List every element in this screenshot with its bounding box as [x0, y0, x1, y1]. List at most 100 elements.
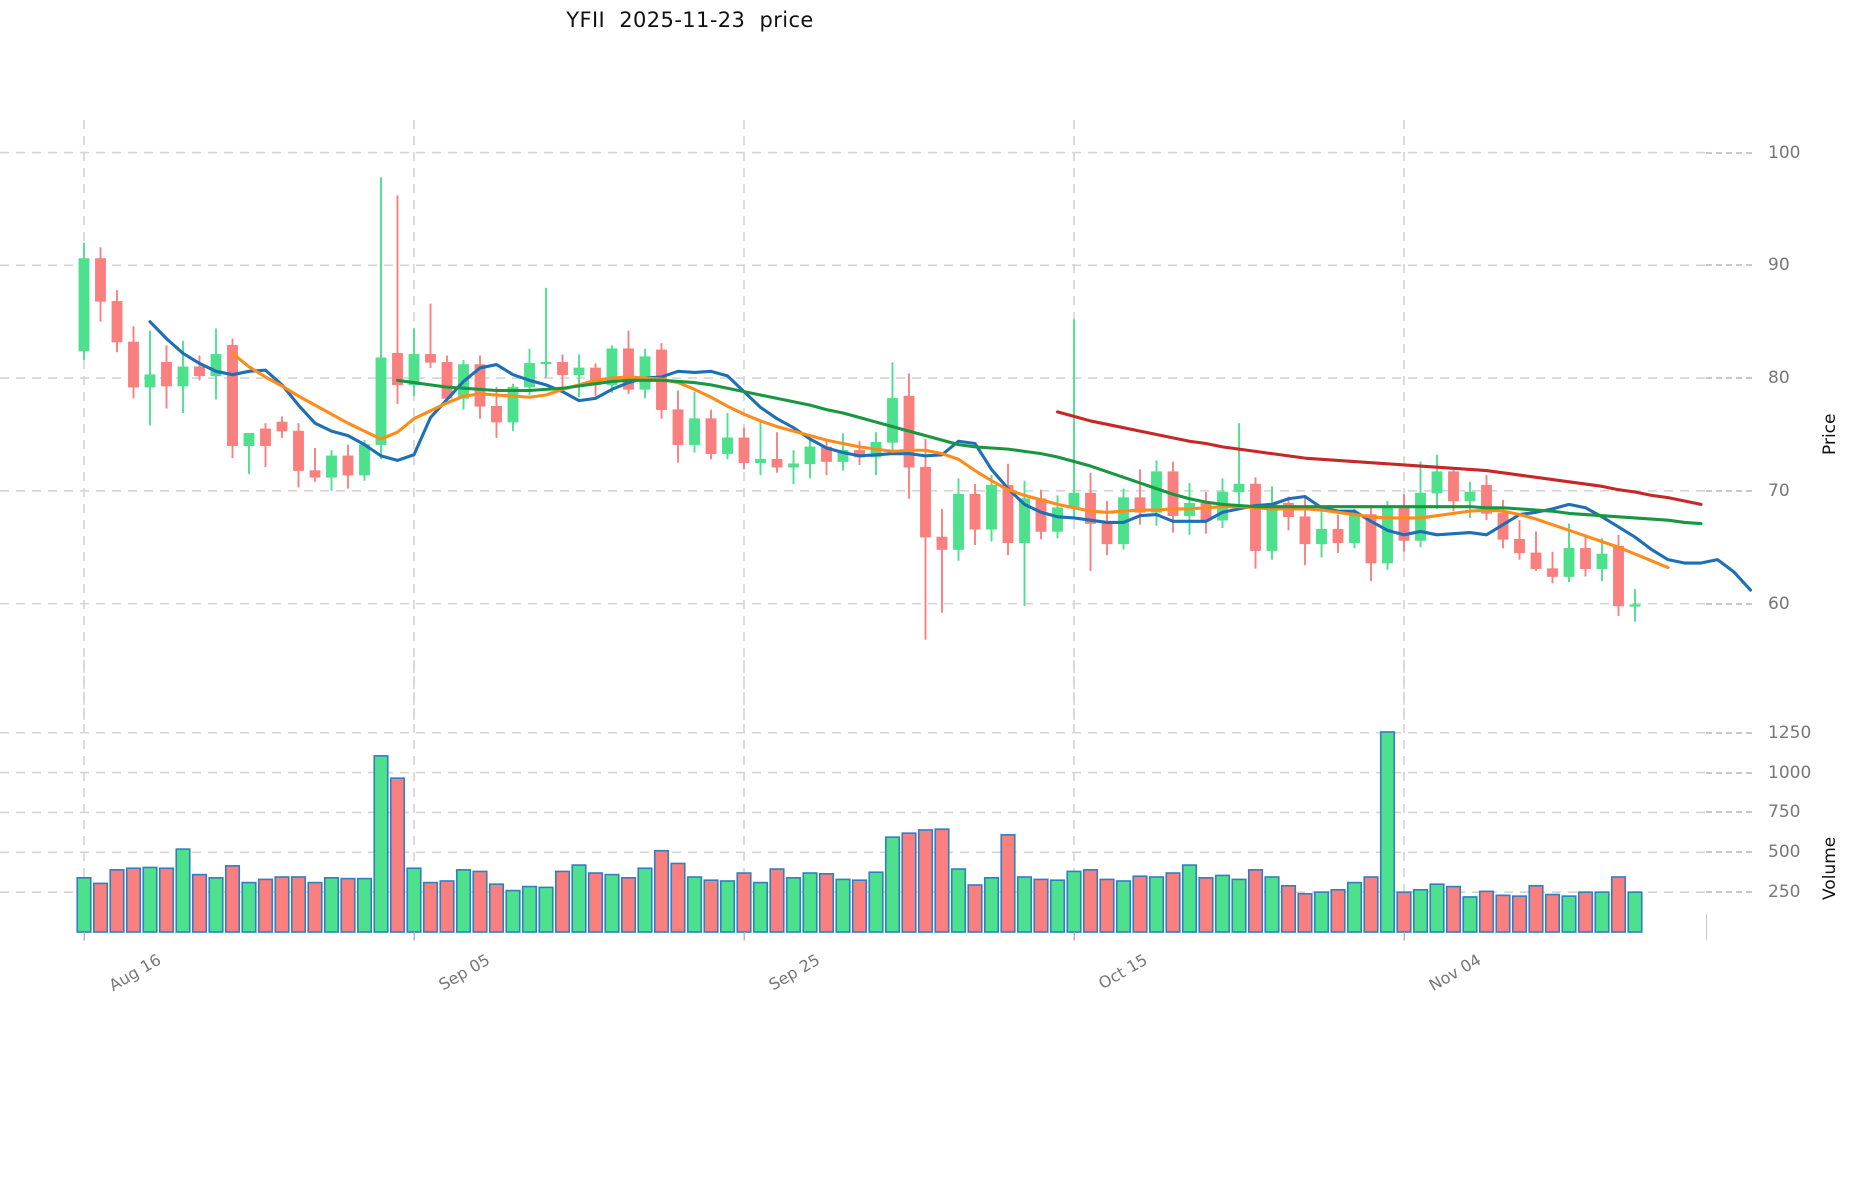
- volume-bar: [1363, 876, 1379, 933]
- x-tick-label-2: Sep 25: [765, 950, 824, 995]
- candle-body: [1019, 498, 1030, 544]
- candle-body: [507, 386, 519, 423]
- candle-body: [1563, 548, 1575, 577]
- volume-bar: [1115, 880, 1132, 933]
- volume-bar: [1148, 876, 1165, 933]
- candle-body: [1596, 553, 1608, 569]
- volume-bar: [1330, 888, 1346, 933]
- candlestick-series: [78, 177, 1641, 640]
- candle-body: [1250, 483, 1261, 551]
- candle-body: [491, 405, 502, 423]
- volume-bar: [1280, 884, 1297, 933]
- y-tick-dash-volume-750: [1706, 811, 1752, 814]
- volume-bar: [1379, 731, 1396, 933]
- volume-bar: [917, 829, 934, 933]
- volume-bar: [686, 876, 703, 933]
- candle-body: [804, 446, 816, 465]
- volume-bar: [983, 877, 1000, 933]
- volume-bar: [257, 878, 274, 933]
- candle-body: [738, 437, 750, 463]
- candle-body: [210, 354, 222, 377]
- volume-bar: [1198, 877, 1214, 933]
- volume-bar: [868, 871, 884, 933]
- volume-bar: [356, 877, 373, 933]
- y-tick-dash-price-80: [1706, 377, 1752, 380]
- candle-body: [1629, 604, 1641, 607]
- candle-body: [771, 458, 783, 468]
- candle-body: [557, 361, 568, 376]
- volume-bar: [191, 873, 208, 933]
- volume-bar: [752, 881, 769, 933]
- volume-bar: [1396, 891, 1412, 933]
- candle-body: [672, 409, 684, 445]
- volume-bar: [884, 836, 901, 933]
- volume-bar: [323, 877, 340, 933]
- y-tick-dash-price-100: [1706, 151, 1752, 154]
- volume-bar: [125, 867, 142, 933]
- volume-bar: [1214, 874, 1231, 933]
- volume-bar: [587, 872, 604, 933]
- candle-body: [474, 364, 486, 407]
- volume-bar: [1181, 864, 1198, 933]
- ma-line-ma5: [148, 320, 1753, 592]
- candle-body: [1002, 484, 1014, 544]
- volume-bar: [1099, 878, 1115, 933]
- candle-body: [161, 361, 172, 387]
- volume-bar: [785, 877, 802, 933]
- candle-body: [95, 258, 106, 302]
- volume-bar: [1594, 891, 1610, 933]
- volume-bar: [505, 889, 521, 933]
- candle-body: [969, 493, 981, 530]
- volume-bar: [1445, 885, 1462, 933]
- y-tick-dash-price-70: [1706, 489, 1752, 492]
- volume-plot-area: [0, 660, 1706, 944]
- y-tick-label-volume-1000: 1000: [1768, 762, 1812, 783]
- candle-body: [309, 470, 321, 478]
- volume-bar: [389, 777, 406, 933]
- volume-bar: [1478, 890, 1495, 933]
- volume-bar: [158, 867, 175, 933]
- volume-bar: [538, 886, 554, 933]
- y-tick-label-price-70: 70: [1768, 480, 1790, 501]
- volume-bar: [1528, 884, 1544, 933]
- candle-body: [293, 430, 304, 471]
- volume-bar: [455, 869, 472, 933]
- candle-body: [276, 421, 288, 432]
- y-tick-label-volume-250: 250: [1768, 882, 1801, 903]
- x-tick-label-1: Sep 05: [435, 950, 494, 995]
- candle-body: [1431, 471, 1443, 494]
- volume-bar: [637, 867, 653, 933]
- candle-body: [1134, 497, 1146, 513]
- y-tick-dash-volume-1000: [1706, 771, 1752, 774]
- candle-body: [1349, 514, 1360, 544]
- y-tick-dash-volume-1250: [1706, 731, 1752, 734]
- volume-bar: [373, 755, 389, 933]
- ma-line-ma50: [1055, 410, 1703, 506]
- volume-bar: [620, 877, 637, 933]
- candle-body: [1481, 484, 1492, 514]
- candle-body: [1365, 514, 1377, 564]
- volume-bar: [76, 877, 92, 933]
- candle-body: [920, 466, 931, 538]
- candle-body: [260, 428, 271, 447]
- candle-body: [1035, 498, 1047, 532]
- volume-bar: [439, 880, 455, 933]
- x-tick-mark: [84, 932, 85, 940]
- candle-body: [606, 348, 618, 386]
- candle-body: [326, 455, 337, 478]
- volume-bar: [290, 876, 307, 933]
- volume-bar: [835, 878, 851, 933]
- candle-body: [524, 363, 535, 388]
- x-tick-mark: [1074, 932, 1075, 940]
- price-axis-label: Price: [1820, 413, 1840, 455]
- volume-bar: [769, 868, 785, 933]
- volume-bar: [1313, 891, 1330, 933]
- candle-body: [1299, 516, 1311, 545]
- candle-body: [1233, 483, 1245, 493]
- candle-body: [111, 301, 123, 343]
- volume-bar: [719, 880, 736, 933]
- candle-body: [573, 367, 585, 376]
- y-tick-dash-price-90: [1706, 264, 1752, 267]
- volume-axis-label: Volume: [1820, 836, 1840, 900]
